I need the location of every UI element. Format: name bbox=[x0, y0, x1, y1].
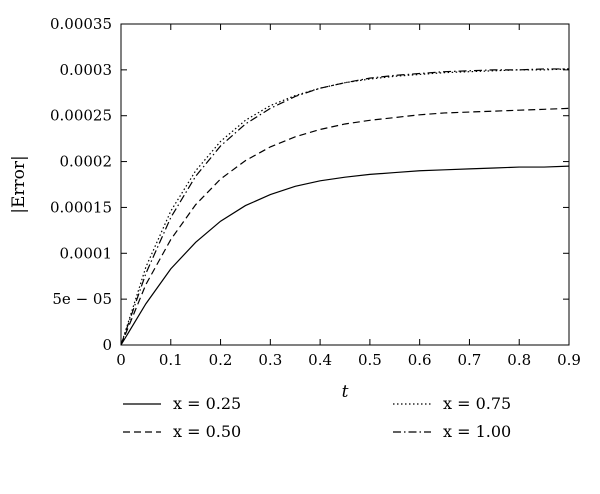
x-tick-label: 0.6 bbox=[408, 351, 432, 369]
x-tick-label: 0.1 bbox=[159, 351, 183, 369]
series-line-dashed bbox=[120, 107, 570, 346]
legend-label: x = 0.25 bbox=[173, 394, 241, 413]
y-axis-ticks: 0 5e − 05 0.0001 0.00015 0.0002 0.00025 0.0003… bbox=[50, 15, 569, 354]
y-tick-label: 5e − 05 bbox=[52, 290, 112, 308]
y-axis-label: |Error| bbox=[9, 155, 29, 213]
y-tick-label: 0.0002 bbox=[60, 153, 113, 171]
legend: x = 0.25 x = 0.50 x = 0.75 x = 1.00 bbox=[123, 394, 511, 441]
x-tick-label: 0.3 bbox=[258, 351, 282, 369]
x-tick-label: 0.8 bbox=[507, 351, 531, 369]
series-line-dashdot bbox=[120, 68, 569, 346]
series-line-dotted bbox=[120, 68, 570, 346]
x-tick-label: 0 bbox=[116, 351, 126, 369]
x-tick-label: 0.2 bbox=[209, 351, 233, 369]
y-tick-label: 0.0003 bbox=[60, 61, 113, 79]
y-tick-label: 0.00035 bbox=[50, 15, 112, 33]
x-tick-label: 0.9 bbox=[557, 351, 581, 369]
legend-label: x = 1.00 bbox=[443, 422, 511, 441]
x-tick-label: 0.4 bbox=[308, 351, 332, 369]
y-tick-label: 0.00025 bbox=[50, 107, 112, 125]
series-line-solid bbox=[120, 165, 570, 346]
y-tick-label: 0.00015 bbox=[50, 198, 112, 216]
y-tick-label: 0.0001 bbox=[60, 244, 113, 262]
legend-label: x = 0.50 bbox=[173, 422, 241, 441]
x-axis-ticks: 0 0.1 0.2 0.3 0.4 0.5 0.6 0.7 0.8 0.9 bbox=[116, 24, 581, 369]
x-tick-label: 0.7 bbox=[458, 351, 482, 369]
x-axis-label: t bbox=[342, 382, 349, 402]
legend-label: x = 0.75 bbox=[443, 394, 511, 413]
x-tick-label: 0.5 bbox=[358, 351, 382, 369]
series-layer bbox=[120, 68, 570, 346]
plot-frame bbox=[120, 23, 570, 346]
y-tick-label: 0 bbox=[102, 336, 112, 354]
